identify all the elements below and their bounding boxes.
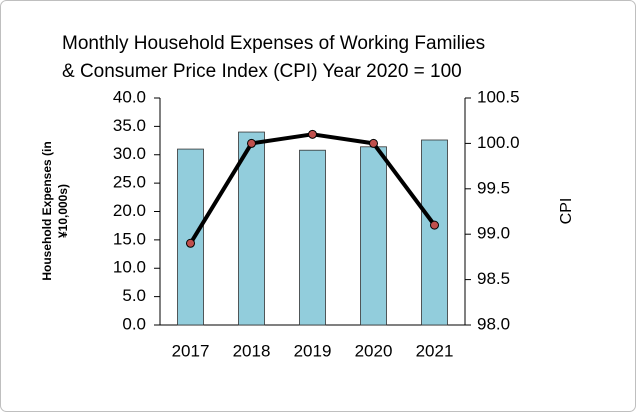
y-tick-label: 20.0: [113, 201, 146, 220]
cpi-marker: [430, 220, 439, 230]
cpi-marker: [308, 129, 317, 139]
cpi-marker: [186, 238, 195, 248]
y2-tick-label: 100.0: [477, 133, 520, 152]
y-tick-label: 40.0: [113, 87, 146, 106]
chart-title: & Consumer Price Index (CPI) Year 2020 =…: [62, 61, 462, 82]
bar: [238, 131, 265, 326]
y-tick-label: 30.0: [113, 144, 146, 163]
x-tick-label: 2020: [355, 341, 393, 360]
y-tick-label: 10.0: [113, 258, 146, 277]
y-axis-label: ¥10,000s): [56, 184, 70, 238]
x-tick-label: 2017: [172, 341, 210, 360]
x-tick-label: 2021: [416, 341, 454, 360]
x-tick-label: 2019: [294, 341, 332, 360]
y2-tick-label: 99.5: [477, 178, 510, 197]
chart-title: Monthly Household Expenses of Working Fa…: [62, 33, 485, 54]
y-tick-label: 35.0: [113, 116, 146, 135]
y2-tick-label: 98.0: [477, 314, 510, 333]
x-tick-label: 2018: [233, 341, 271, 360]
cpi-marker: [247, 138, 256, 148]
y-tick-label: 5.0: [122, 286, 146, 305]
y2-tick-label: 99.0: [477, 224, 510, 243]
cpi-marker: [369, 138, 378, 148]
y2-axis-label: CPI: [558, 198, 575, 225]
bar: [299, 149, 326, 326]
y2-tick-label: 100.5: [477, 87, 520, 106]
y-tick-label: 15.0: [113, 229, 146, 248]
y-axis-label: Household Expenses (in: [40, 141, 54, 280]
bar: [421, 139, 448, 326]
y-tick-label: 25.0: [113, 173, 146, 192]
bar: [360, 146, 387, 326]
bar: [177, 148, 204, 326]
y2-tick-label: 98.5: [477, 269, 510, 288]
y-tick-label: 0.0: [122, 314, 146, 333]
